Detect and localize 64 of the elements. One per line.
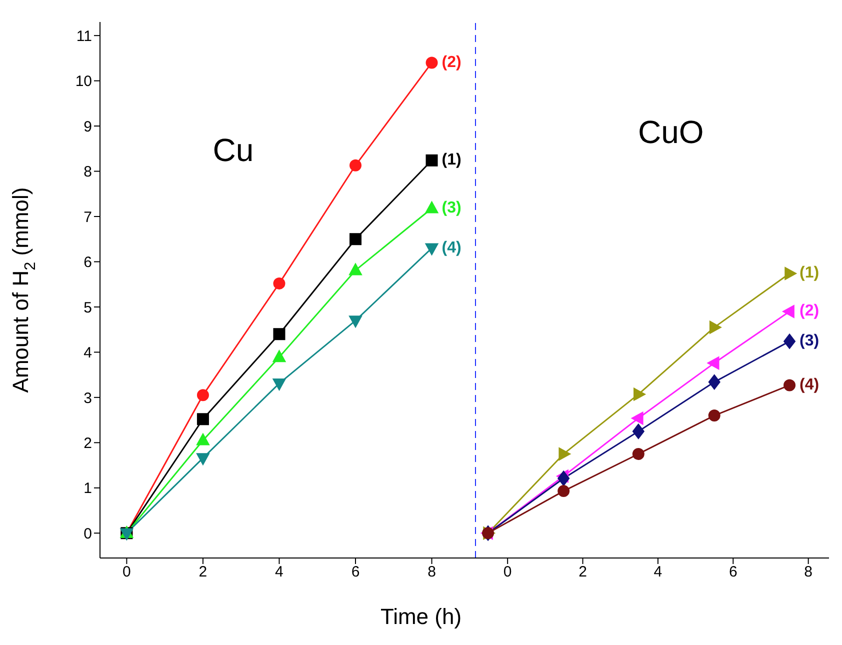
- x-tick-label: 4: [654, 564, 662, 581]
- x-tick-label: 0: [122, 564, 131, 581]
- point: [425, 243, 438, 256]
- y-tick-label: 4: [84, 344, 92, 362]
- series-label: (2): [442, 54, 462, 71]
- y-tick-label: 2: [84, 434, 92, 452]
- series-label: (2): [800, 302, 820, 320]
- point: [709, 320, 722, 334]
- point: [782, 304, 794, 318]
- x-tick-label: 8: [428, 564, 436, 581]
- x-tick-label: 0: [503, 564, 512, 581]
- point: [426, 154, 438, 166]
- point: [631, 412, 644, 425]
- point: [349, 233, 362, 246]
- x-tick-label: 2: [198, 564, 208, 581]
- point: [426, 56, 438, 69]
- point: [632, 424, 644, 439]
- point: [425, 201, 438, 214]
- point: [708, 374, 720, 390]
- point: [784, 334, 796, 349]
- y-tick-label: 3: [84, 390, 92, 407]
- series-label: (1): [800, 264, 820, 282]
- series-label: (4): [442, 239, 462, 256]
- point: [273, 277, 286, 290]
- y-tick-label: 9: [84, 118, 92, 136]
- x-tick-label: 2: [578, 564, 587, 581]
- x-tick-label: 4: [275, 564, 284, 581]
- point: [196, 453, 210, 466]
- point: [272, 350, 286, 362]
- point: [558, 447, 571, 461]
- point: [708, 410, 720, 422]
- point: [349, 159, 362, 172]
- y-tick-label: 6: [84, 254, 92, 272]
- y-tick-label: 10: [75, 73, 92, 90]
- point: [196, 433, 210, 446]
- point: [784, 379, 796, 392]
- y-tick-label: 7: [84, 208, 92, 226]
- y-tick-label: 8: [84, 164, 92, 181]
- x-tick-label: 8: [804, 564, 812, 581]
- point: [634, 388, 646, 401]
- y-tick-label: 5: [84, 299, 92, 316]
- annotation: Cu: [212, 132, 254, 169]
- point: [632, 448, 644, 460]
- point: [196, 389, 209, 402]
- point: [558, 470, 570, 486]
- x-tick-label: 6: [728, 564, 738, 581]
- series-label: (4): [800, 376, 820, 394]
- point: [784, 266, 797, 280]
- point: [348, 263, 362, 276]
- series-label: (3): [442, 200, 462, 217]
- x-tick-label: 6: [351, 564, 360, 581]
- point: [558, 485, 570, 498]
- x-axis-title: Time (h): [379, 604, 463, 630]
- point: [272, 378, 286, 391]
- series-label: (3): [800, 332, 820, 350]
- point: [273, 328, 286, 340]
- annotation: CuO: [638, 114, 704, 151]
- series-label: (1): [442, 152, 462, 169]
- y-tick-label: 11: [76, 28, 92, 45]
- y-tick-label: 1: [84, 480, 92, 498]
- point: [348, 316, 362, 328]
- point: [707, 356, 720, 370]
- y-tick-label: 0: [84, 525, 92, 542]
- point: [196, 413, 209, 426]
